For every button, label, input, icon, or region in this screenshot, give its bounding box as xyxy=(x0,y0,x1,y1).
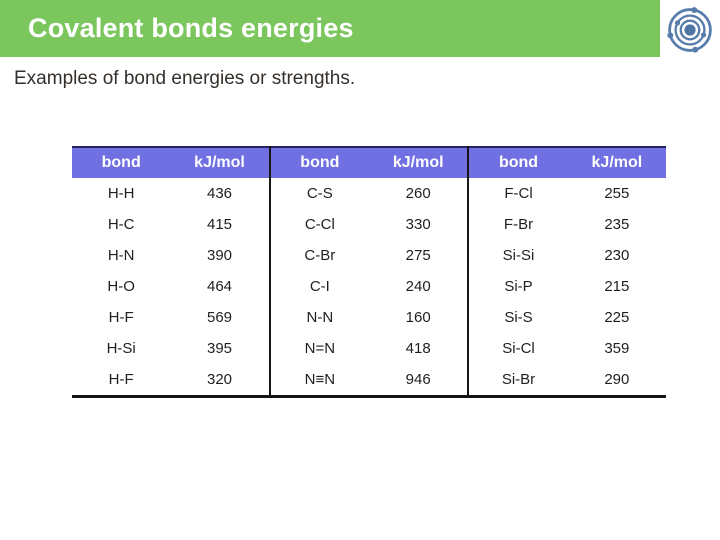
table-header-row: bond kJ/mol xyxy=(469,146,667,178)
logo-box xyxy=(660,0,720,60)
table-group-2: bond kJ/mol C-S 260 C-Cl 330 C-Br 275 C-I 240 N-N 1… xyxy=(268,146,468,395)
table-row: C-Br 275 xyxy=(271,240,468,271)
table-row: H-H 436 xyxy=(72,178,269,209)
bond-header-cell: bond xyxy=(498,154,539,171)
energy-cell: 235 xyxy=(604,216,630,233)
table-row: C-Cl 330 xyxy=(271,209,468,240)
table-row: Si-S 225 xyxy=(469,302,666,333)
energy-cell: 290 xyxy=(604,371,630,388)
bond-cell: H-Si xyxy=(106,340,136,357)
table-row: N-N 160 xyxy=(271,302,468,333)
bond-cell: H-F xyxy=(108,371,134,388)
table-row: H-N 390 xyxy=(72,240,269,271)
energy-cell: 395 xyxy=(207,340,233,357)
atom-icon xyxy=(667,7,712,53)
table-row: F-Br 235 xyxy=(469,209,666,240)
bond-cell: C-S xyxy=(306,185,333,202)
energy-header-cell: kJ/mol xyxy=(591,154,643,171)
table-row: Si-P 215 xyxy=(469,271,666,302)
bond-cell: N≡N xyxy=(304,371,336,388)
energy-cell: 415 xyxy=(207,216,233,233)
bond-cell: Si-S xyxy=(504,309,533,326)
bond-energies-table: bond kJ/mol H-H 436 H-C 415 H-N 390 H-O 464 H-F 569… xyxy=(72,146,667,398)
energy-cell: 359 xyxy=(604,340,630,357)
energy-cell: 418 xyxy=(405,340,431,357)
table-row: H-C 415 xyxy=(72,209,269,240)
energy-cell: 390 xyxy=(207,247,233,264)
table-row: N=N 418 xyxy=(271,333,468,364)
energy-cell: 225 xyxy=(604,309,630,326)
bond-cell: Si-Cl xyxy=(502,340,535,357)
bond-cell: Si-Si xyxy=(502,247,535,264)
table-group-1: bond kJ/mol H-H 436 H-C 415 H-N 390 H-O 464 H-F 569… xyxy=(72,146,269,395)
energy-cell: 436 xyxy=(207,185,233,202)
bond-cell: H-N xyxy=(107,247,135,264)
table-header-row: bond kJ/mol xyxy=(270,146,468,178)
energy-cell: 275 xyxy=(405,247,431,264)
table-header-row: bond kJ/mol xyxy=(72,146,269,178)
energy-cell: 260 xyxy=(405,185,431,202)
energy-header-cell: kJ/mol xyxy=(392,154,444,171)
bond-cell: H-C xyxy=(107,216,135,233)
bond-cell: H-H xyxy=(107,185,135,202)
energy-cell: 240 xyxy=(405,278,431,295)
energy-cell: 320 xyxy=(207,371,233,388)
table-row: Si-Br 290 xyxy=(469,364,666,395)
bond-header-cell: bond xyxy=(300,154,340,171)
table-row: H-Si 395 xyxy=(72,333,269,364)
energy-cell: 464 xyxy=(207,278,233,295)
bond-cell: H-F xyxy=(108,309,134,326)
energy-cell: 230 xyxy=(604,247,630,264)
table-row: H-O 464 xyxy=(72,271,269,302)
table-row: Si-Cl 359 xyxy=(469,333,666,364)
energy-header-cell: kJ/mol xyxy=(194,154,245,171)
table-group-3: bond kJ/mol F-Cl 255 F-Br 235 Si-Si 230 Si-P 215 S… xyxy=(467,146,667,395)
table-row: H-F 320 xyxy=(72,364,269,395)
energy-cell: 160 xyxy=(405,309,431,326)
bond-cell: C-Br xyxy=(304,247,336,264)
bond-cell: C-I xyxy=(309,278,330,295)
bond-cell: F-Cl xyxy=(504,185,533,202)
energy-cell: 946 xyxy=(405,371,431,388)
bond-cell: N=N xyxy=(304,340,336,357)
bond-cell: Si-Br xyxy=(501,371,536,388)
energy-cell: 569 xyxy=(207,309,233,326)
energy-cell: 255 xyxy=(604,185,630,202)
table-row: C-I 240 xyxy=(271,271,468,302)
bond-cell: C-Cl xyxy=(304,216,335,233)
bond-cell: H-O xyxy=(107,278,135,295)
table-row: F-Cl 255 xyxy=(469,178,666,209)
energy-cell: 330 xyxy=(405,216,431,233)
table-row: Si-Si 230 xyxy=(469,240,666,271)
table-row: H-F 569 xyxy=(72,302,269,333)
title-bar: Covalent bonds energies xyxy=(0,0,660,57)
slide-subtitle: Examples of bond energies or strengths. xyxy=(14,68,356,89)
energy-cell: 215 xyxy=(604,278,630,295)
bond-cell: N-N xyxy=(306,309,334,326)
table-row: C-S 260 xyxy=(271,178,468,209)
bond-header-cell: bond xyxy=(101,154,141,171)
bond-cell: F-Br xyxy=(503,216,534,233)
bond-cell: Si-P xyxy=(504,278,533,295)
slide-title: Covalent bonds energies xyxy=(28,13,354,43)
table-row: N≡N 946 xyxy=(271,364,468,395)
